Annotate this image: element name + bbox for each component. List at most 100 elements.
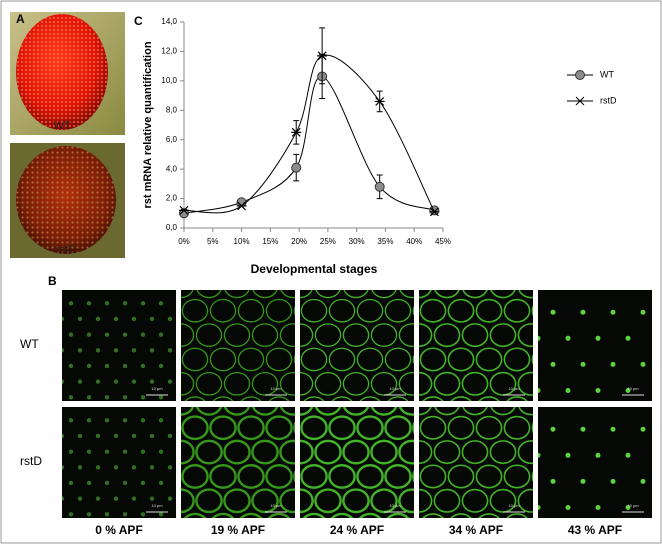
x-tick-label: 0% (178, 237, 190, 246)
cell-spot (536, 453, 541, 458)
cell-spot (177, 449, 181, 453)
cell-spot (69, 364, 73, 368)
cell-spot (60, 317, 64, 321)
cell-spot (123, 332, 127, 336)
cell-spot (611, 427, 616, 432)
series-line (184, 76, 434, 213)
cell-spot (78, 434, 82, 438)
cell-outline (154, 251, 179, 273)
panel-a: A WT rstD (10, 12, 125, 258)
chart: C Developmental stages rst mRNA relative… (134, 14, 617, 276)
cell-spot (78, 465, 82, 469)
x-tick-label: 40% (406, 237, 422, 246)
cell-spot (42, 348, 46, 352)
cell-spot (566, 453, 571, 458)
cell-spot (168, 348, 172, 352)
cell-spot (78, 379, 82, 383)
x-axis-label: Developmental stages (251, 262, 378, 276)
cell-spot (69, 512, 73, 516)
cell-spot (69, 270, 73, 274)
cell-spot (536, 284, 541, 289)
cell-spot (105, 301, 109, 305)
cell-spot (611, 258, 616, 263)
column-label: 34 % APF (449, 523, 503, 537)
cell-spot (177, 512, 181, 516)
row-label: WT (20, 337, 39, 351)
cell-spot (581, 362, 586, 367)
cell-spot (177, 387, 181, 391)
cell-spot (60, 379, 64, 383)
micrograph-bg (538, 290, 652, 401)
cell-spot (566, 505, 571, 510)
scale-bar-label: 10 µm (508, 503, 520, 508)
cell-spot (626, 401, 631, 406)
cell-spot (51, 418, 55, 422)
cell-spot (78, 402, 82, 406)
cell-spot (611, 310, 616, 315)
cell-spot (581, 258, 586, 263)
y-axis-label: rst mRNA relative quantification (142, 41, 154, 208)
series-line (184, 55, 434, 213)
cell-spot (656, 505, 661, 510)
cell-spot (596, 401, 601, 406)
y-tick-label: 6,0 (166, 135, 178, 144)
cell-spot (42, 465, 46, 469)
cell-spot (96, 496, 100, 500)
cell-spot (51, 364, 55, 368)
cell-spot (626, 336, 631, 341)
cell-spot (566, 388, 571, 393)
scale-bar-label: 10 µm (389, 386, 401, 391)
cell-outline (504, 251, 529, 273)
cell-spot (69, 395, 73, 399)
cell-spot (123, 418, 127, 422)
cell-spot (42, 434, 46, 438)
cell-spot (159, 481, 163, 485)
cell-spot (536, 401, 541, 406)
scale-bar-label: 10 µm (270, 503, 282, 508)
cell-spot (159, 512, 163, 516)
scale-bar-label: 10 µm (627, 386, 639, 391)
cell-spot (581, 427, 586, 432)
cell-spot (581, 479, 586, 484)
cell-spot (132, 402, 136, 406)
cell-spot (506, 401, 511, 406)
cell-spot (87, 364, 91, 368)
cell-spot (123, 270, 127, 274)
cell-spot (141, 301, 145, 305)
cell-outline (476, 251, 501, 273)
cell-spot (132, 317, 136, 321)
cell-spot (114, 348, 118, 352)
cell-spot (114, 317, 118, 321)
cell-spot (150, 402, 154, 406)
cell-spot (656, 388, 661, 393)
y-tick-label: 2,0 (166, 194, 178, 203)
cell-spot (78, 496, 82, 500)
cell-spot (551, 310, 556, 315)
cell-spot (168, 285, 172, 289)
cell-spot (641, 310, 646, 315)
cell-spot (566, 401, 571, 406)
cell-spot (51, 449, 55, 453)
cell-spot (114, 379, 118, 383)
cell-spot (641, 479, 646, 484)
cell-outline (448, 251, 473, 273)
cell-spot (96, 379, 100, 383)
cell-spot (641, 427, 646, 432)
cell-outline (420, 251, 445, 273)
cell-spot (596, 388, 601, 393)
cell-spot (141, 512, 145, 516)
y-tick-label: 10,0 (161, 76, 177, 85)
cell-spot (60, 496, 64, 500)
cell-spot (87, 332, 91, 336)
cell-spot (596, 284, 601, 289)
cell-spot (506, 284, 511, 289)
cell-spot (78, 285, 82, 289)
cell-spot (551, 258, 556, 263)
cell-spot (159, 301, 163, 305)
micrograph-bg (62, 407, 176, 518)
cell-spot (581, 310, 586, 315)
cell-spot (159, 418, 163, 422)
cell-spot (551, 531, 556, 536)
cell-spot (656, 336, 661, 341)
